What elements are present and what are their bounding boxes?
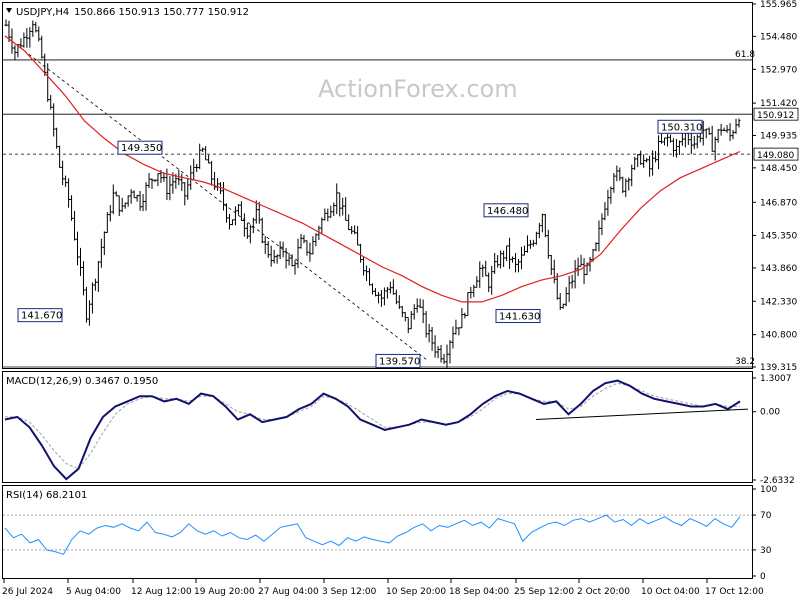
macd-line	[4, 379, 741, 481]
rsi-title: RSI(14) 68.2101	[6, 490, 87, 501]
price-tag: 149.080	[757, 151, 794, 161]
price-annotation: 139.570	[379, 356, 420, 367]
macd-tick-label: 0.00	[760, 408, 780, 418]
price-annotation: 141.670	[21, 311, 62, 322]
price-annotation: 150.310	[661, 122, 702, 133]
rsi-panel	[2, 485, 753, 579]
price-annotation-box	[117, 140, 163, 155]
x-tick-label: 18 Sep 04:00	[449, 587, 509, 597]
price-annotation: 146.480	[487, 206, 528, 217]
price-annotation-box	[375, 353, 421, 368]
price-tick-label: 152.970	[760, 65, 797, 75]
chart-symbol: USDJPY,H4	[16, 7, 69, 18]
x-tick-label: 25 Sep 12:00	[514, 587, 574, 597]
collapse-triangle-icon[interactable]	[6, 8, 12, 13]
price-annotation-box	[483, 203, 529, 218]
rsi-tick-label: 0	[760, 572, 766, 582]
price-annotation-box	[17, 308, 63, 323]
rsi-tick-label: 100	[760, 485, 777, 495]
macd-panel	[2, 371, 753, 483]
rsi-tick-label: 30	[760, 546, 772, 556]
descending-trendline	[4, 35, 429, 362]
x-tick-label: 5 Aug 04:00	[66, 587, 121, 597]
x-tick-label: 19 Aug 20:00	[194, 587, 255, 597]
x-tick-label: 17 Oct 12:00	[705, 587, 764, 597]
x-tick-label: 27 Aug 04:00	[258, 587, 319, 597]
moving-average-line	[4, 35, 741, 303]
price-tick-label: 155.965	[760, 0, 797, 10]
macd-tick-label: -2.6332	[760, 476, 795, 486]
macd-signal-line	[5, 382, 740, 470]
price-annotation: 141.630	[499, 312, 540, 323]
price-tick-label: 145.350	[760, 231, 797, 241]
price-tick-label: 154.480	[760, 32, 797, 42]
price-tick-label: 139.315	[760, 363, 797, 373]
rsi-tick-label: 70	[760, 511, 772, 521]
fib-level-label: 38.2	[735, 357, 755, 367]
price-tag-box	[753, 147, 799, 161]
fib-level-label: 61.8	[735, 50, 755, 60]
watermark: ActionForex.com	[318, 75, 518, 103]
x-tick-label: 10 Oct 04:00	[641, 587, 700, 597]
price-tick-label: 148.450	[760, 164, 797, 174]
x-tick-label: 26 Jul 2024	[2, 587, 53, 597]
price-tag-box	[753, 107, 799, 121]
macd-title: MACD(12,26,9) 0.3467 0.1950	[6, 376, 158, 387]
price-tick-label: 143.860	[760, 264, 797, 274]
price-tag: 150.912	[757, 111, 794, 121]
x-tick-label: 10 Sep 20:00	[386, 587, 446, 597]
price-panel	[2, 2, 753, 369]
price-annotation: 149.350	[121, 143, 162, 154]
x-tick-label: 12 Aug 12:00	[131, 587, 192, 597]
price-tick-label: 142.330	[760, 297, 797, 307]
price-tick-label: 140.800	[760, 331, 797, 341]
chart-ohlc: 150.866 150.913 150.777 150.912	[74, 7, 249, 18]
price-annotation-box	[495, 309, 541, 324]
rsi-line	[4, 514, 741, 555]
macd-tick-label: 1.3007	[760, 374, 792, 384]
macd-trendline	[535, 408, 749, 421]
x-tick-label: 2 Oct 20:00	[577, 587, 630, 597]
price-tick-label: 151.420	[760, 99, 797, 109]
x-tick-label: 3 Sep 12:00	[322, 587, 377, 597]
price-tick-label: 149.935	[760, 131, 797, 141]
price-tick-label: 146.870	[760, 198, 797, 208]
price-annotation-box	[657, 119, 703, 134]
